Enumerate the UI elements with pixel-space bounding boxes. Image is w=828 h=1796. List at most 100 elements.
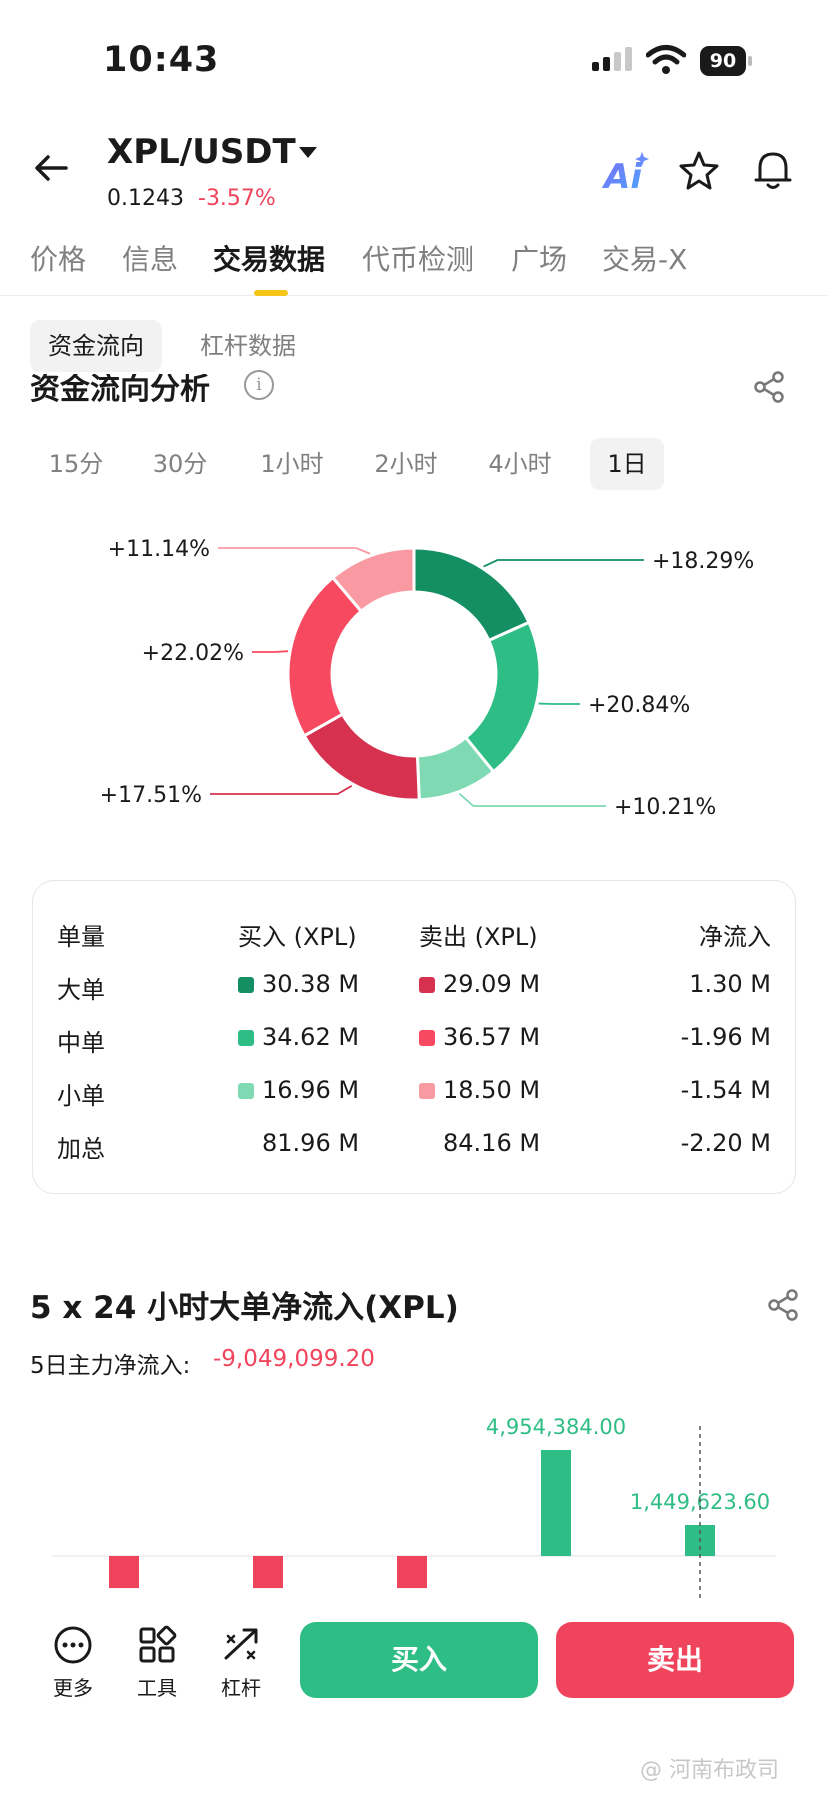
- ai-icon[interactable]: Ai: [602, 150, 650, 194]
- table-header-size: 单量: [57, 923, 105, 951]
- slice-connector-line: [483, 559, 644, 568]
- slice-sell-medium: [286, 575, 364, 738]
- table-header-net: 净流入: [699, 923, 771, 951]
- sell-small-dot: [419, 1083, 435, 1099]
- table-row-label: 中单: [57, 1029, 105, 1057]
- slice-connector-line: [218, 547, 371, 555]
- pair-title[interactable]: XPL/USDT: [107, 132, 296, 172]
- cellular-signal-icon: [592, 47, 632, 71]
- netflow-bar-chart: 4,954,384.00 1,449,623.60: [0, 1400, 828, 1600]
- buy-small-dot: [238, 1083, 254, 1099]
- sell-large-dot: [419, 977, 435, 993]
- netflow-bar: [109, 1556, 139, 1589]
- fund-flow-donut-chart: +18.29% +20.84% +10.21% +17.51% +22.02% +11.1…: [0, 520, 828, 840]
- netflow-bar: [541, 1450, 571, 1556]
- timeframe-4h[interactable]: 4小时: [488, 450, 552, 478]
- share-icon[interactable]: [752, 370, 786, 404]
- table-cell-net: -1.54 M: [680, 1076, 771, 1104]
- slice-connector-line: [458, 793, 606, 807]
- leverage-label: 杠杆: [221, 1676, 261, 1700]
- table-cell-buy: 30.38 M: [262, 970, 360, 998]
- tools-button[interactable]: 工具: [122, 1624, 192, 1701]
- tab-token-check[interactable]: 代币检测: [362, 243, 475, 276]
- table-row-label: 加总: [57, 1135, 105, 1163]
- slice-buy-large: [412, 546, 531, 643]
- slice-sell-small: [330, 546, 416, 614]
- caret-down-icon[interactable]: [296, 140, 320, 164]
- subtab-fund-flow[interactable]: 资金流向: [30, 320, 162, 372]
- table-cell-buy: 16.96 M: [262, 1076, 360, 1104]
- share-icon[interactable]: [766, 1288, 800, 1322]
- sell-medium-dot: [419, 1030, 435, 1046]
- more-icon: [54, 1626, 92, 1664]
- last-price: 0.1243: [107, 186, 184, 211]
- status-time: 10:43: [103, 40, 220, 80]
- bar-value-label: 4,954,384.00: [486, 1415, 626, 1439]
- large-order-netflow-title: 5 x 24 小时大单净流入(XPL): [30, 1290, 459, 1326]
- buy-button[interactable]: 买入: [300, 1622, 538, 1698]
- status-bar: 10:43 90: [0, 0, 828, 120]
- table-header-buy: 买入 (XPL): [238, 923, 357, 951]
- slice-percent-label: +18.29%: [652, 549, 754, 574]
- fund-flow-table: 单量 买入 (XPL) 卖出 (XPL) 净流入 大单 30.38 M 29.0…: [32, 880, 796, 1194]
- table-header-sell: 卖出 (XPL): [419, 923, 538, 951]
- buy-medium-dot: [238, 1030, 254, 1046]
- table-cell-net: 1.30 M: [689, 970, 771, 998]
- timeframe-2h[interactable]: 2小时: [374, 450, 438, 478]
- tab-square[interactable]: 广场: [511, 243, 568, 276]
- netflow-bar: [253, 1556, 283, 1589]
- slice-percent-label: +11.14%: [108, 537, 210, 562]
- header: XPL/USDT 0.1243 -3.57% Ai: [0, 120, 828, 220]
- sell-button[interactable]: 卖出: [556, 1622, 794, 1698]
- slice-percent-label: +17.51%: [100, 783, 202, 808]
- main-tabs: 价格 信息 交易数据 代币检测 广场 交易-X: [0, 232, 828, 296]
- timeframe-1h[interactable]: 1小时: [260, 450, 324, 478]
- price-change: -3.57%: [198, 186, 276, 211]
- slice-percent-label: +20.84%: [588, 693, 690, 718]
- subtab-leverage-data[interactable]: 杠杆数据: [200, 332, 296, 360]
- bar-svg: 4,954,384.001,449,623.60: [52, 1415, 776, 1600]
- tab-trade-data[interactable]: 交易数据: [213, 243, 326, 276]
- tab-price[interactable]: 价格: [30, 243, 87, 276]
- tools-label: 工具: [137, 1676, 177, 1700]
- five-day-net-value: -9,049,099.20: [213, 1346, 375, 1372]
- battery-icon: 90: [700, 46, 752, 76]
- timeframe-1d[interactable]: 1日: [590, 438, 664, 490]
- wifi-icon: [646, 45, 686, 74]
- table-cell-buy: 34.62 M: [262, 1023, 360, 1051]
- more-button[interactable]: 更多: [38, 1624, 108, 1701]
- slice-connector-line: [252, 650, 289, 653]
- more-label: 更多: [53, 1676, 93, 1700]
- table-cell-sell: 36.57 M: [443, 1023, 541, 1051]
- table-cell-sell: 84.16 M: [443, 1129, 541, 1157]
- bell-icon[interactable]: [752, 148, 794, 192]
- slice-connector-line: [210, 785, 353, 795]
- donut-svg: +18.29% +20.84% +10.21% +17.51% +22.02% +11.1…: [100, 537, 755, 820]
- section-title: 资金流向分析: [30, 372, 210, 407]
- back-arrow-icon[interactable]: [30, 146, 74, 190]
- slice-percent-label: +10.21%: [614, 795, 716, 820]
- battery-level: 90: [700, 46, 746, 76]
- watermark: @ 河南布政司: [640, 1758, 779, 1783]
- five-day-net-label: 5日主力净流入:: [30, 1353, 191, 1379]
- info-icon[interactable]: i: [244, 370, 274, 400]
- leverage-icon: [224, 1628, 258, 1660]
- timeframe-15m[interactable]: 15分: [48, 450, 104, 478]
- tools-grid-icon: [139, 1625, 177, 1663]
- tab-trade-x[interactable]: 交易-X: [602, 243, 688, 276]
- netflow-bar: [397, 1556, 427, 1589]
- table-cell-sell: 18.50 M: [443, 1076, 541, 1104]
- timeframe-30m[interactable]: 30分: [152, 450, 208, 478]
- table-cell-buy: 81.96 M: [262, 1129, 360, 1157]
- slice-percent-label: +22.02%: [142, 641, 244, 666]
- table-row-label: 大单: [57, 976, 105, 1004]
- buy-large-dot: [238, 977, 254, 993]
- active-tab-indicator: [254, 290, 288, 296]
- favorite-star-icon[interactable]: [678, 150, 720, 192]
- table-cell-net: -1.96 M: [680, 1023, 771, 1051]
- bottom-action-bar: 更多 工具 杠杆 买入 卖出 @ 河南布政司: [0, 1600, 828, 1796]
- leverage-button[interactable]: 杠杆: [206, 1624, 276, 1701]
- ai-label: Ai: [602, 157, 643, 194]
- table-cell-sell: 29.09 M: [443, 970, 541, 998]
- tab-info[interactable]: 信息: [122, 243, 179, 276]
